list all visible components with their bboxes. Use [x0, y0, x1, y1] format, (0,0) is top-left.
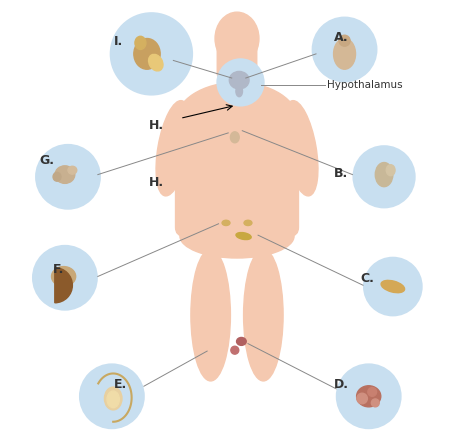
Circle shape	[35, 145, 101, 210]
Ellipse shape	[375, 163, 393, 187]
Ellipse shape	[386, 165, 395, 176]
Ellipse shape	[135, 37, 146, 50]
Circle shape	[357, 393, 367, 404]
Text: I.: I.	[114, 35, 123, 48]
Ellipse shape	[230, 132, 239, 144]
Ellipse shape	[148, 55, 163, 72]
Ellipse shape	[180, 215, 294, 258]
Circle shape	[79, 364, 145, 429]
Ellipse shape	[53, 173, 61, 182]
Text: C.: C.	[360, 272, 374, 285]
Text: E.: E.	[114, 377, 128, 390]
Ellipse shape	[231, 346, 239, 354]
Ellipse shape	[68, 167, 77, 175]
Circle shape	[109, 13, 193, 96]
Text: D.: D.	[334, 377, 348, 390]
Ellipse shape	[244, 221, 252, 226]
Circle shape	[311, 18, 377, 83]
Ellipse shape	[229, 72, 249, 90]
Text: G.: G.	[39, 153, 55, 166]
Circle shape	[216, 59, 264, 107]
FancyBboxPatch shape	[217, 44, 257, 79]
Ellipse shape	[244, 250, 283, 381]
Ellipse shape	[339, 36, 350, 47]
Circle shape	[368, 388, 377, 396]
Ellipse shape	[191, 250, 230, 381]
Text: H.: H.	[149, 175, 164, 188]
Ellipse shape	[55, 166, 75, 184]
Text: B.: B.	[334, 166, 348, 180]
Text: A.: A.	[334, 31, 348, 44]
Ellipse shape	[175, 83, 299, 162]
Ellipse shape	[334, 39, 356, 70]
Ellipse shape	[236, 233, 251, 240]
Wedge shape	[55, 268, 73, 303]
Ellipse shape	[283, 102, 318, 196]
Circle shape	[363, 257, 423, 317]
Circle shape	[353, 146, 416, 209]
Ellipse shape	[236, 87, 243, 98]
Circle shape	[32, 245, 98, 311]
Ellipse shape	[52, 267, 76, 287]
Ellipse shape	[237, 338, 246, 346]
Ellipse shape	[215, 13, 259, 66]
Ellipse shape	[104, 387, 122, 410]
Text: Hypothalamus: Hypothalamus	[328, 80, 403, 90]
Ellipse shape	[107, 391, 119, 408]
Circle shape	[336, 364, 401, 429]
FancyBboxPatch shape	[175, 110, 299, 237]
Ellipse shape	[222, 221, 230, 226]
Text: H.: H.	[149, 119, 164, 132]
Ellipse shape	[356, 386, 381, 407]
Circle shape	[371, 399, 379, 407]
Ellipse shape	[156, 102, 191, 196]
Ellipse shape	[381, 281, 405, 293]
Text: F.: F.	[53, 263, 64, 276]
Ellipse shape	[134, 39, 160, 70]
